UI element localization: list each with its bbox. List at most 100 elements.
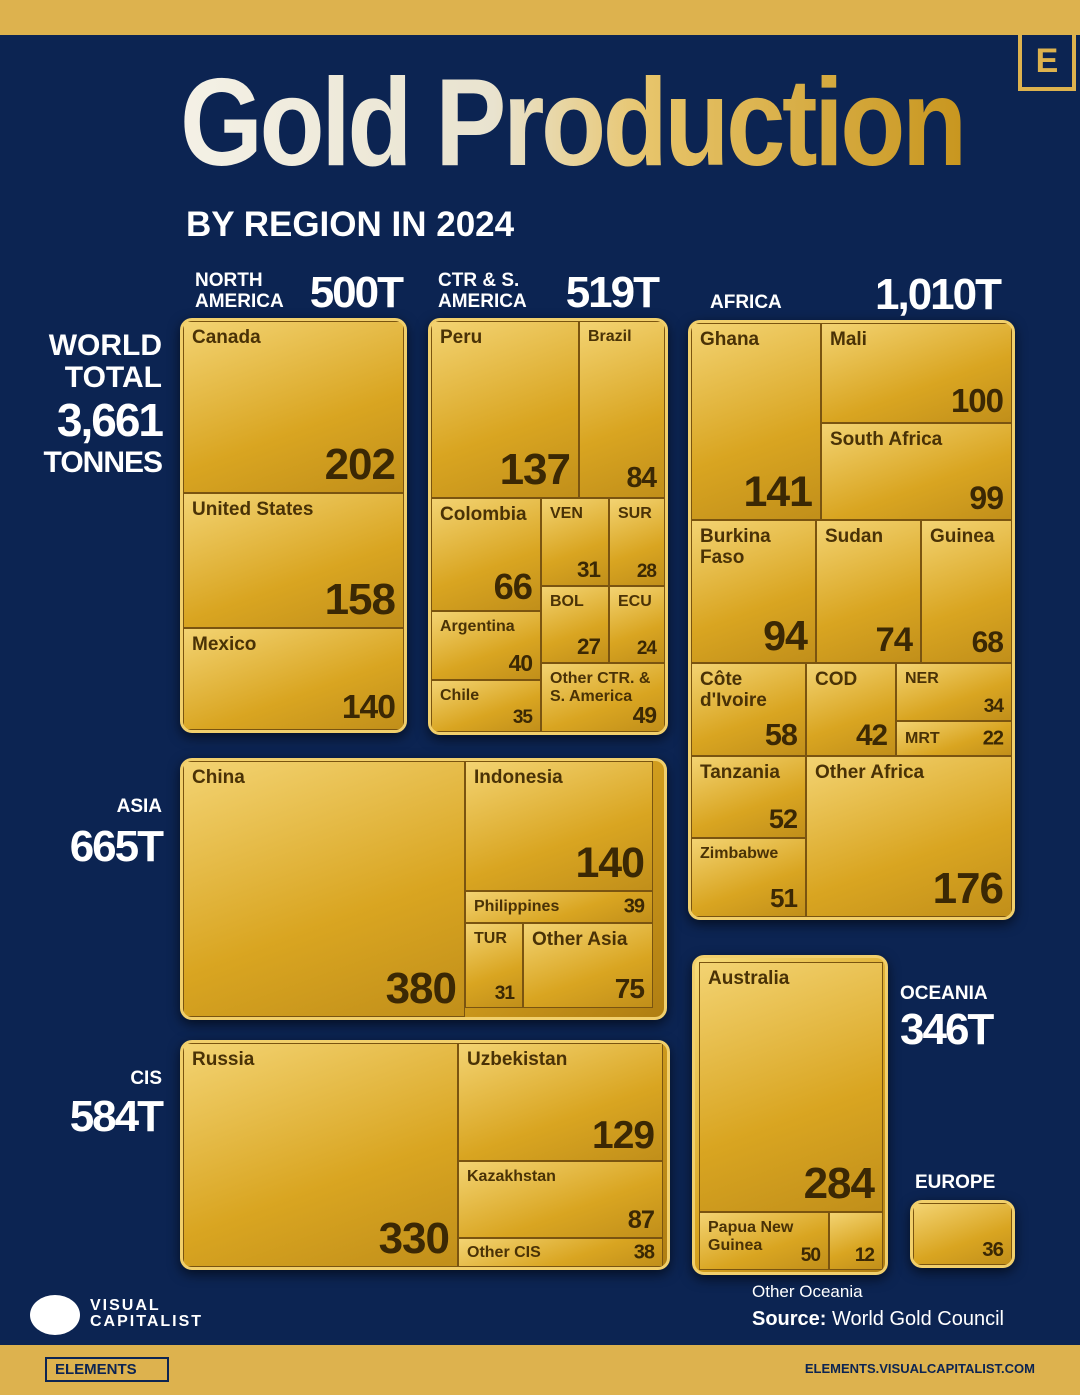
category-label: Zimbabwe bbox=[700, 845, 779, 862]
value-label: 28 bbox=[636, 561, 657, 582]
value-label: 202 bbox=[324, 440, 396, 489]
category-label: Tanzania bbox=[700, 762, 780, 783]
treemap-cell: Ghana 141 bbox=[691, 323, 821, 520]
value-label: 49 bbox=[632, 702, 657, 728]
footer-left: ELEMENTS bbox=[45, 1357, 169, 1382]
value-label: 99 bbox=[969, 480, 1004, 516]
treemap-cell: Other Africa 176 bbox=[806, 756, 1012, 917]
value-label: 75 bbox=[614, 973, 645, 1004]
treemap-cell: Uzbekistan 129 bbox=[458, 1043, 663, 1161]
treemap-cell: Peru 137 bbox=[431, 321, 579, 498]
category-label: Papua New Guinea bbox=[708, 1219, 794, 1254]
world-total-unit: TONNES bbox=[43, 446, 163, 479]
region-name: OCEANIA bbox=[900, 983, 988, 1004]
region-total: 500T bbox=[309, 268, 404, 317]
category-label: Argentina bbox=[440, 618, 515, 635]
treemap-cell: BOL 27 bbox=[541, 586, 609, 663]
value-label: 140 bbox=[341, 689, 396, 726]
value-label: 35 bbox=[512, 707, 533, 728]
category-label: VEN bbox=[550, 505, 583, 522]
region-box: Ghana 141 Mali 100 South Africa 99 Burkina Fas… bbox=[688, 320, 1015, 920]
category-label: Other CIS bbox=[467, 1243, 541, 1261]
value-label: 129 bbox=[592, 1114, 655, 1157]
value-label: 51 bbox=[770, 883, 798, 913]
category-label: Burkina Faso bbox=[700, 526, 771, 568]
category-label: Other CTR. & S. America bbox=[550, 670, 651, 705]
treemap-cell: United States 158 bbox=[183, 493, 404, 628]
region-name: EUROPE bbox=[915, 1172, 996, 1193]
value-label: 176 bbox=[932, 864, 1004, 913]
category-label: Other Africa bbox=[815, 762, 925, 783]
category-label: BOL bbox=[550, 593, 584, 610]
value-label: 50 bbox=[800, 1245, 821, 1266]
source-text: World Gold Council bbox=[832, 1308, 1004, 1330]
category-label: Australia bbox=[708, 968, 790, 989]
treemap-cell: Brazil 84 bbox=[579, 321, 665, 498]
category-label: China bbox=[192, 767, 245, 788]
category-label: Sudan bbox=[825, 526, 884, 547]
region-box: Russia 330 Uzbekistan 129 Kazakhstan 87 Other … bbox=[180, 1040, 670, 1270]
treemap-cell: Tanzania 52 bbox=[691, 756, 806, 838]
region-box: Peru 137 Brazil 84 Colombia 66 VEN 31 SUR 28 BOL 27… bbox=[428, 318, 668, 735]
world-total-value: 3,661 bbox=[56, 394, 164, 446]
value-label: 31 bbox=[494, 983, 515, 1004]
value-label: 34 bbox=[983, 696, 1004, 717]
treemap-cell: Indonesia 140 bbox=[465, 761, 653, 891]
value-label: 100 bbox=[950, 382, 1004, 419]
value-label: 284 bbox=[803, 1159, 875, 1208]
value-label: 24 bbox=[636, 638, 657, 659]
region-box: China 380 Indonesia 140 Philippines 39 TUR 31 Ot… bbox=[180, 758, 667, 1020]
category-label: Peru bbox=[440, 327, 483, 348]
treemap-cell: Other Asia 75 bbox=[523, 923, 653, 1008]
category-label: Other Oceania bbox=[752, 1282, 863, 1301]
treemap-cell: Sudan 74 bbox=[816, 520, 921, 663]
region-box: Australia 284 Papua New Guinea 50 12 bbox=[692, 955, 888, 1275]
value-label: 58 bbox=[764, 717, 798, 752]
value-label: 158 bbox=[324, 575, 396, 624]
treemap-cell: 12 bbox=[829, 1212, 883, 1270]
category-label: TUR bbox=[474, 930, 507, 947]
treemap-cell: Papua New Guinea 50 bbox=[699, 1212, 829, 1270]
treemap-cell: Other CTR. & S. America 49 bbox=[541, 663, 665, 732]
value-label: 40 bbox=[508, 650, 533, 676]
treemap-cell: Côte d'Ivoire 58 bbox=[691, 663, 806, 756]
region-total: 519T bbox=[565, 268, 660, 317]
treemap-cell: TUR 31 bbox=[465, 923, 523, 1008]
category-label: Côte d'Ivoire bbox=[700, 669, 767, 711]
category-label: Guinea bbox=[930, 526, 995, 547]
region-total: 346T bbox=[900, 1005, 994, 1054]
value-label: 94 bbox=[763, 613, 808, 659]
treemap-cell: Mali 100 bbox=[821, 323, 1012, 423]
region-total: 665T bbox=[69, 822, 164, 871]
treemap-cell: Zimbabwe 51 bbox=[691, 838, 806, 917]
region-total: 1,010T bbox=[875, 270, 1002, 319]
source-label: Source: bbox=[752, 1308, 827, 1330]
category-label: MRT bbox=[905, 729, 940, 747]
region-name: NORTH AMERICA bbox=[195, 270, 284, 312]
treemap-cell: Canada 202 bbox=[183, 321, 404, 493]
category-label: Other Asia bbox=[532, 929, 628, 950]
value-label: 141 bbox=[743, 468, 813, 516]
treemap-cell: South Africa 99 bbox=[821, 423, 1012, 520]
category-label: Philippines bbox=[474, 898, 560, 916]
value-label: 42 bbox=[855, 719, 888, 752]
value-label: 68 bbox=[971, 626, 1004, 659]
value-label: 84 bbox=[626, 462, 657, 494]
treemap-cell: China 380 bbox=[183, 761, 465, 1017]
treemap-cell: Guinea 68 bbox=[921, 520, 1012, 663]
treemap-cell: MRT 22 bbox=[896, 721, 1012, 756]
category-label: COD bbox=[815, 669, 858, 690]
treemap-cell: Argentina 40 bbox=[431, 611, 541, 680]
chart-title: Gold Production bbox=[180, 54, 967, 192]
value-label: 330 bbox=[378, 1214, 450, 1263]
treemap-cell: Kazakhstan 87 bbox=[458, 1161, 663, 1238]
treemap-cell: Mexico 140 bbox=[183, 628, 404, 730]
category-label: Mali bbox=[830, 329, 867, 350]
region-name: ASIA bbox=[116, 796, 162, 817]
region-box: 36 bbox=[910, 1200, 1015, 1268]
category-label: Kazakhstan bbox=[467, 1168, 556, 1185]
treemap-cell: Australia 284 bbox=[699, 962, 883, 1212]
brand-icon bbox=[30, 1295, 80, 1335]
treemap-cell: SUR 28 bbox=[609, 498, 665, 586]
